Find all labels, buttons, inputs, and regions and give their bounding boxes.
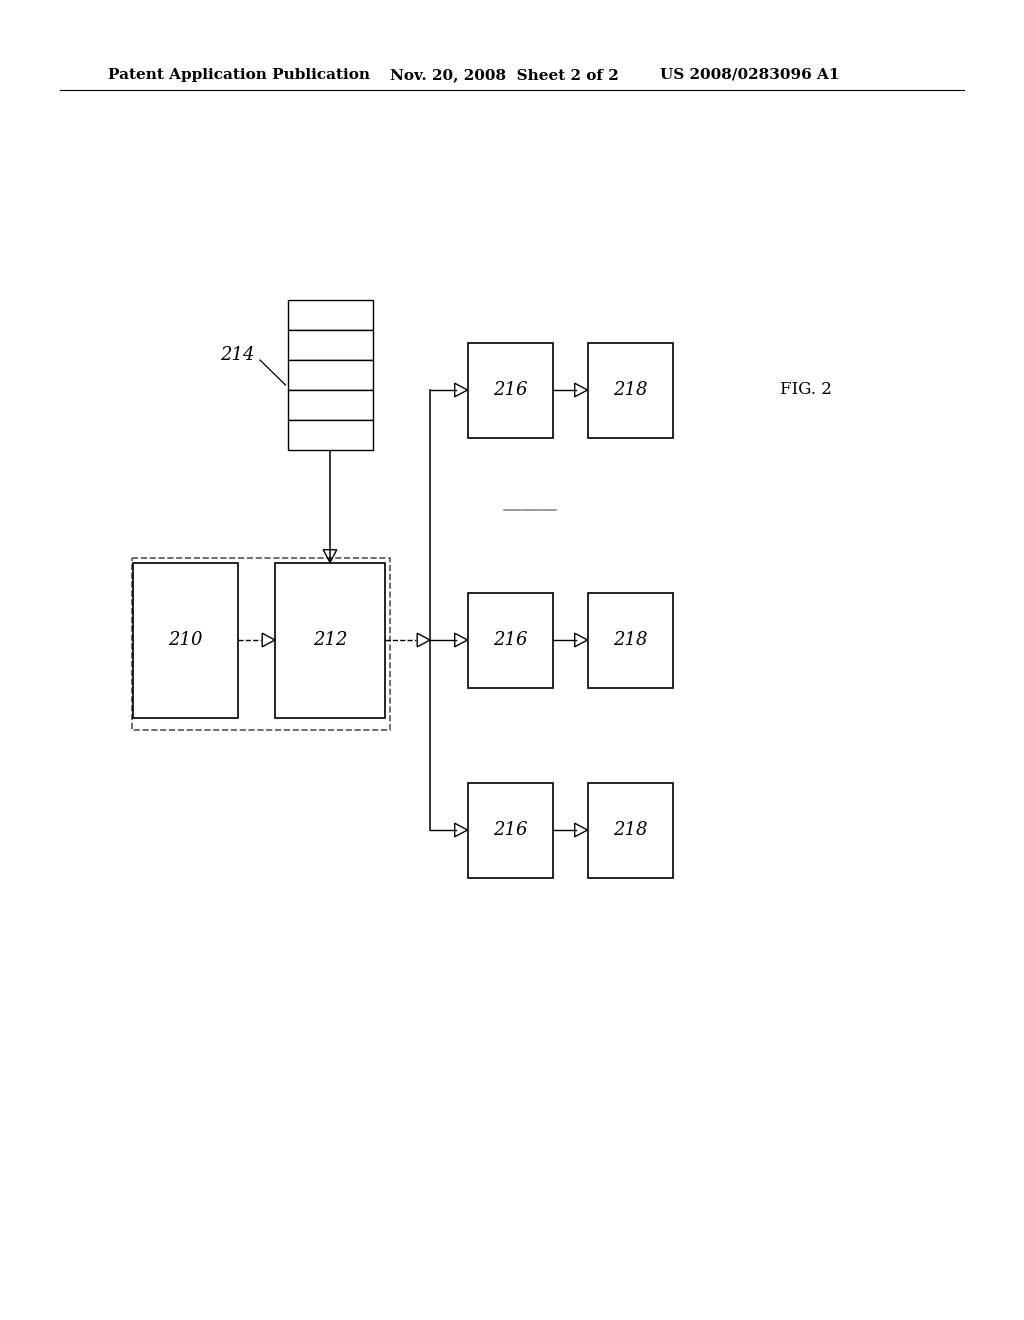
Text: 218: 218 <box>612 631 647 649</box>
Bar <box>588 342 673 437</box>
Text: Patent Application Publication: Patent Application Publication <box>108 69 370 82</box>
Text: 216: 216 <box>493 821 527 840</box>
Text: Nov. 20, 2008  Sheet 2 of 2: Nov. 20, 2008 Sheet 2 of 2 <box>390 69 618 82</box>
Bar <box>288 300 373 330</box>
Bar <box>288 330 373 360</box>
Text: 216: 216 <box>493 631 527 649</box>
Bar <box>288 360 373 389</box>
Bar <box>468 593 553 688</box>
Text: US 2008/0283096 A1: US 2008/0283096 A1 <box>660 69 840 82</box>
Text: 212: 212 <box>312 631 347 649</box>
Bar <box>468 783 553 878</box>
Bar <box>588 783 673 878</box>
Text: FIG. 2: FIG. 2 <box>780 381 831 399</box>
Text: 210: 210 <box>168 631 203 649</box>
Bar <box>588 593 673 688</box>
Bar <box>275 562 385 718</box>
Bar <box>132 558 390 730</box>
Bar <box>468 342 553 437</box>
Bar <box>132 562 238 718</box>
Bar <box>288 420 373 450</box>
Text: 218: 218 <box>612 821 647 840</box>
Text: 218: 218 <box>612 381 647 399</box>
Bar <box>288 389 373 420</box>
Text: 214: 214 <box>220 346 255 364</box>
Text: 216: 216 <box>493 381 527 399</box>
